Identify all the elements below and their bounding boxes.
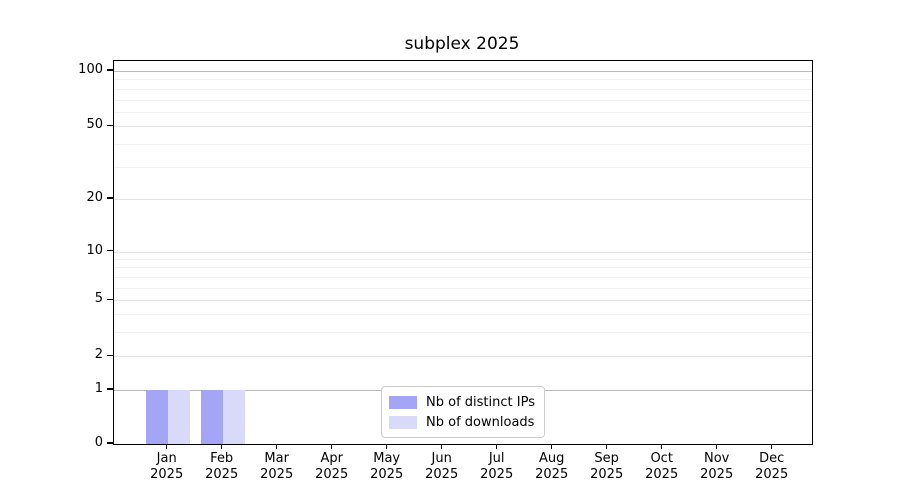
x-tick-label-sep: Sep 2025 <box>590 451 624 482</box>
gridline-y-7 <box>114 276 812 278</box>
legend-swatch-distinct-ips-icon <box>389 395 418 409</box>
y-tick-label-20: 20 <box>86 189 103 205</box>
gridline-y-2 <box>114 356 812 358</box>
x-tick-label-may: May 2025 <box>370 451 404 482</box>
legend-swatch-downloads-icon <box>389 415 418 429</box>
x-tick-mark-feb <box>221 444 223 450</box>
x-tick-mark-mar <box>276 444 278 450</box>
x-tick-mark-aug <box>551 444 553 450</box>
gridline-y-80 <box>114 88 812 90</box>
gridline-y-20 <box>114 198 812 200</box>
x-tick-mark-oct <box>661 444 663 450</box>
gridline-y-70 <box>114 99 812 101</box>
x-tick-mark-apr <box>331 444 333 450</box>
y-tick-label-2: 2 <box>94 347 103 363</box>
y-tick-mark-5 <box>107 298 113 301</box>
chart-title: subplex 2025 <box>404 34 520 54</box>
bar-downloads-jan <box>167 389 190 444</box>
x-tick-mark-jun <box>441 444 443 450</box>
gridline-y-60 <box>114 111 812 113</box>
x-tick-mark-dec <box>771 444 773 450</box>
legend-label-downloads: Nb of downloads <box>426 414 535 430</box>
y-tick-label-100: 100 <box>78 61 103 77</box>
y-tick-mark-50 <box>107 124 113 127</box>
gridline-y-4 <box>114 314 812 316</box>
legend-label-distinct-ips: Nb of distinct IPs <box>426 394 535 410</box>
x-tick-label-jan: Jan 2025 <box>150 451 184 482</box>
gridline-y-8 <box>114 267 812 269</box>
x-tick-mark-sep <box>606 444 608 450</box>
x-tick-label-jun: Jun 2025 <box>425 451 459 482</box>
y-tick-mark-10 <box>107 249 113 252</box>
legend-item-distinct-ips: Nb of distinct IPs <box>389 392 535 412</box>
legend-item-downloads: Nb of downloads <box>389 412 535 432</box>
gridline-y-50 <box>114 126 812 128</box>
y-tick-mark-20 <box>107 197 113 199</box>
gridline-y-90 <box>114 79 812 81</box>
x-tick-label-nov: Nov 2025 <box>700 451 734 482</box>
plot-area: Nb of distinct IPs Nb of downloads <box>113 60 813 445</box>
x-tick-label-oct: Oct 2025 <box>645 451 679 482</box>
legend: Nb of distinct IPs Nb of downloads <box>381 386 545 438</box>
x-tick-label-jul: Jul 2025 <box>480 451 514 482</box>
gridline-y-30 <box>114 166 812 168</box>
y-tick-label-0: 0 <box>94 435 103 450</box>
x-tick-mark-nov <box>716 444 718 450</box>
x-tick-mark-may <box>386 444 388 450</box>
y-tick-label-1: 1 <box>94 380 103 396</box>
bar-distinct-ips-jan <box>145 389 168 444</box>
gridline-y-6 <box>114 287 812 289</box>
y-tick-mark-0 <box>107 442 113 444</box>
y-tick-label-10: 10 <box>86 242 103 258</box>
gridline-y-40 <box>114 144 812 146</box>
gridline-y-10 <box>114 251 812 253</box>
gridline-y-9 <box>114 258 812 260</box>
x-tick-mark-jan <box>166 444 168 450</box>
x-tick-label-apr: Apr 2025 <box>315 451 349 482</box>
y-tick-mark-100 <box>107 69 113 71</box>
y-tick-mark-2 <box>107 354 113 357</box>
x-tick-mark-jul <box>496 444 498 450</box>
gridline-y-100 <box>114 70 812 72</box>
y-tick-label-5: 5 <box>94 291 103 307</box>
x-tick-label-aug: Aug 2025 <box>535 451 569 482</box>
x-tick-label-feb: Feb 2025 <box>205 451 239 482</box>
bar-downloads-feb <box>222 389 245 444</box>
x-tick-label-mar: Mar 2025 <box>260 451 294 482</box>
gridline-y-3 <box>114 331 812 333</box>
bar-distinct-ips-feb <box>200 389 223 444</box>
y-tick-label-50: 50 <box>86 117 103 133</box>
x-tick-label-dec: Dec 2025 <box>755 451 789 482</box>
gridline-y-5 <box>114 300 812 302</box>
y-tick-mark-1 <box>107 388 113 390</box>
